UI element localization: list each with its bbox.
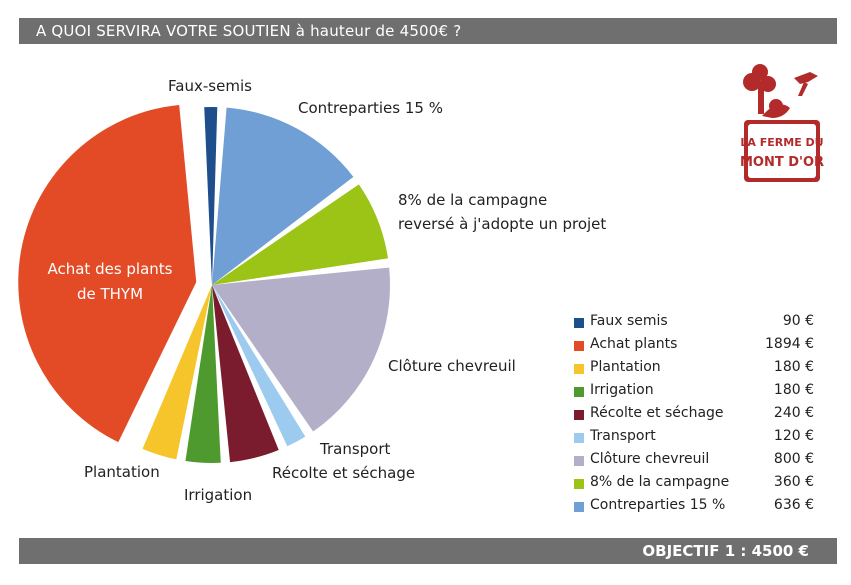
footer-bar: OBJECTIF 1 : 4500 € [19,538,837,564]
legend-amount: 120 € [773,428,814,444]
legend-swatch [574,318,584,328]
page-title: A QUOI SERVIRA VOTRE SOUTIEN à hauteur d… [36,22,462,40]
legend-label: Contreparties 15 % [590,497,726,513]
slice-label: 8% de la campagne [398,191,547,209]
legend-label: Transport [590,428,656,444]
pie-slice-contreparties-15 [212,107,354,286]
chart-legend: Faux semis 90 € Achat plants 1894 € Plantati… [574,313,814,520]
legend-item: Faux semis 90 € [574,313,814,336]
slice-label: Faux-semis [168,77,252,95]
slice-label: Contreparties 15 % [298,99,443,117]
legend-label: Achat plants [590,336,678,352]
legend-label: 8% de la campagne [590,474,730,490]
slice-label: Irrigation [184,486,252,504]
slice-label-line2: de THYM [77,285,143,303]
legend-item: Transport 120 € [574,428,814,451]
legend-swatch [574,456,584,466]
legend-swatch [574,410,584,420]
svg-text:MONT D'OR: MONT D'OR [740,155,824,170]
legend-item: Irrigation 180 € [574,382,814,405]
legend-swatch [574,502,584,512]
objective-text: OBJECTIF 1 : 4500 € [642,542,809,560]
legend-amount: 180 € [773,359,814,375]
pie-slice-8-de-la-campagne [212,184,388,285]
slice-label: Récolte et séchage [272,464,415,482]
legend-swatch [574,479,584,489]
legend-amount: 180 € [773,382,814,398]
legend-item: Achat plants 1894 € [574,336,814,359]
farm-logo-image: LA FERME DU MONT D'OR [740,64,824,182]
legend-item: Récolte et séchage 240 € [574,405,814,428]
svg-text:LA FERME DU: LA FERME DU [740,136,823,149]
legend-amount: 1894 € [765,336,814,352]
legend-amount: 636 € [773,497,814,513]
legend-item: Plantation 180 € [574,359,814,382]
legend-label: Clôture chevreuil [590,451,710,467]
farm-logo: LA FERME DU MONT D'OR [738,58,824,186]
slice-label: Transport [319,440,391,458]
pie-slice-transport [212,285,306,447]
legend-amount: 240 € [773,405,814,421]
pie-slice-faux-semis [204,107,218,285]
pie-slice-r-colte-et-s-chage [212,285,279,463]
legend-swatch [574,433,584,443]
legend-swatch [574,387,584,397]
legend-amount: 800 € [773,451,814,467]
pie-slice-irrigation [185,285,221,463]
pie-slice-cl-ture-chevreuil [212,267,390,432]
legend-swatch [574,364,584,374]
slice-label-line2: reversé à j'adopte un projet [398,215,606,233]
legend-label: Faux semis [590,313,668,329]
legend-item: 8% de la campagne 360 € [574,474,814,497]
legend-label: Irrigation [590,382,654,398]
slice-label: Achat des plants [47,260,172,278]
legend-amount: 360 € [773,474,814,490]
legend-item: Clôture chevreuil 800 € [574,451,814,474]
slice-label: Plantation [84,463,160,481]
legend-amount: 90 € [782,313,814,329]
legend-item: Contreparties 15 % 636 € [574,497,814,520]
slice-label: Clôture chevreuil [388,357,516,375]
pie-slice-plantation [142,285,212,460]
pie-slice-achat-plants [18,104,197,443]
header-bar: A QUOI SERVIRA VOTRE SOUTIEN à hauteur d… [19,18,837,44]
legend-label: Plantation [590,359,661,375]
legend-swatch [574,341,584,351]
legend-label: Récolte et séchage [590,405,724,421]
